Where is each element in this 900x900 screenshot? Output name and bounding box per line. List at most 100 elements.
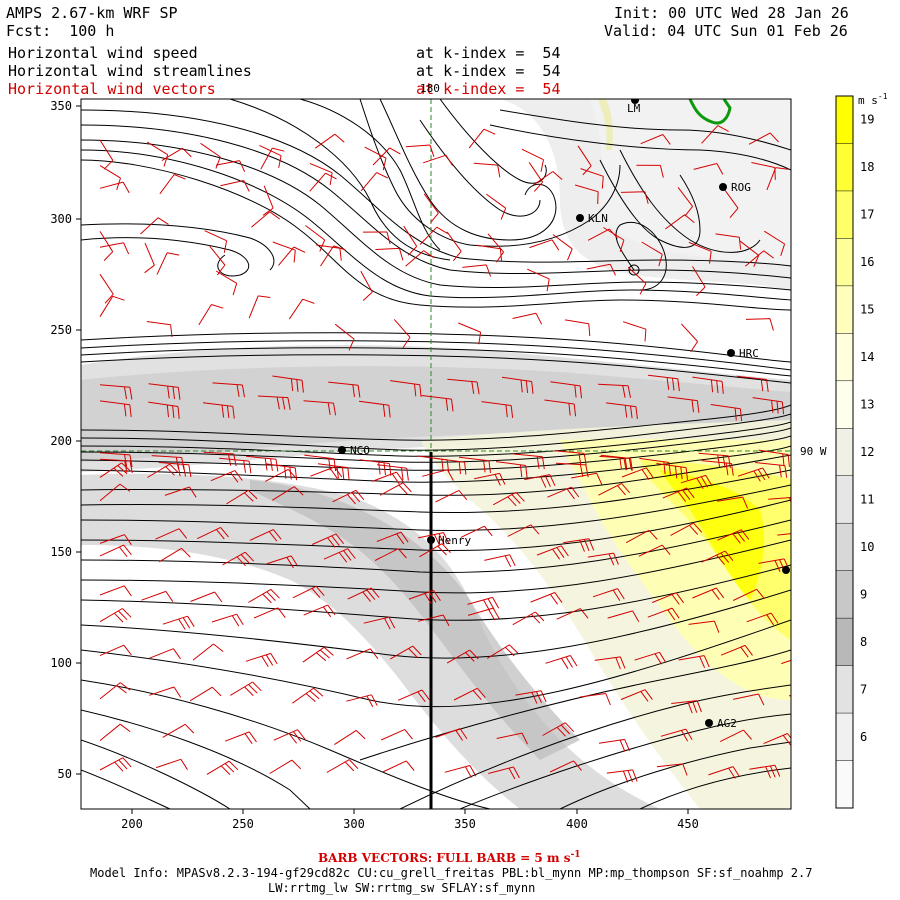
wind-barb [359, 459, 392, 476]
colorbar-unit: m s-1 [858, 92, 888, 107]
wind-barb [224, 731, 257, 744]
x-tick-label: 200 [121, 817, 143, 831]
wind-barb [155, 528, 188, 540]
forecast-hour: Fcst: 100 h [6, 22, 115, 40]
wind-barb [346, 648, 379, 660]
wind-barb [524, 474, 556, 488]
wind-barb [563, 538, 595, 552]
wind-barb [363, 616, 396, 630]
wind-barb [99, 608, 132, 623]
wind-barb [446, 231, 462, 262]
wind-barb [374, 548, 407, 561]
wind-barb [260, 147, 285, 170]
wind-barb [468, 128, 496, 149]
y-tick-label: 200 [50, 434, 72, 448]
wind-barb [600, 454, 633, 471]
station-label-nco: NCO [350, 444, 370, 457]
wind-barb [594, 656, 626, 670]
wind-barb [292, 687, 324, 704]
y-tick-label: 250 [50, 323, 72, 337]
wind-barb [458, 322, 482, 345]
wind-barb [259, 144, 282, 168]
wind-barb [390, 380, 422, 398]
wind-barb [764, 230, 786, 256]
colorbar-label: 8 [860, 635, 867, 649]
wind-barb [334, 323, 355, 351]
colorbar-label: 6 [860, 730, 867, 744]
wind-barb [257, 395, 291, 410]
wind-barb [453, 687, 486, 701]
wind-barb [99, 231, 114, 261]
wind-barb [364, 146, 387, 171]
wind-barb [435, 489, 468, 503]
wind-barb [265, 463, 298, 481]
wind-barb [732, 588, 765, 601]
wind-barb [99, 295, 125, 317]
wind-barb [746, 612, 779, 626]
wind-barb [565, 319, 591, 337]
wind-barb [586, 263, 616, 276]
wind-barb [423, 154, 454, 166]
colorbar-label: 17 [860, 208, 874, 222]
wind-barb [332, 489, 365, 505]
wind-barb [196, 526, 229, 540]
wind-barb [99, 242, 130, 255]
wind-barb [692, 266, 706, 297]
wind-barb [492, 491, 525, 507]
wind-barb [749, 764, 781, 779]
wind-barb [251, 211, 281, 228]
wind-barb [99, 757, 132, 772]
colorbar-label: 13 [860, 398, 874, 412]
wind-barb [476, 244, 503, 262]
map-field: LM ROG KLN HRC NCO Henry AG2 [81, 99, 791, 809]
wind-barb [667, 396, 700, 413]
wind-barb [719, 729, 752, 743]
y-tick-label: 300 [50, 212, 72, 226]
wind-barb [542, 722, 575, 737]
wind-barb [656, 463, 688, 480]
wind-barb [248, 588, 280, 604]
wind-barb [389, 645, 422, 660]
wind-barb [320, 245, 346, 267]
barb-note: BARB VECTORS: FULL BARB = 5 m s-1 [318, 850, 581, 865]
wind-barb [266, 555, 299, 569]
wind-barb [245, 652, 278, 668]
wind-barb [326, 759, 359, 773]
field-label-speed: Horizontal wind speed [8, 44, 198, 62]
wind-speed-shading [81, 99, 791, 809]
wind-barb [292, 585, 325, 599]
wind-barb [512, 453, 545, 470]
wind-barb [253, 607, 286, 619]
wind-barb [379, 482, 412, 496]
wind-barb [521, 148, 544, 172]
wind-barb [698, 452, 731, 469]
wind-barb [146, 321, 173, 338]
wind-barb [680, 474, 713, 489]
wind-barb [620, 191, 649, 204]
wind-barb [587, 552, 619, 566]
wind-barb [190, 591, 223, 603]
wind-barb [459, 456, 491, 474]
colorbar-label: 15 [860, 303, 874, 317]
wind-barb [408, 589, 441, 605]
wind-barb [360, 172, 388, 192]
wind-barb [487, 233, 505, 263]
colorbar-frame [835, 95, 854, 809]
wind-barb [467, 596, 500, 611]
wind-barb [512, 611, 545, 626]
wind-barb [144, 242, 155, 274]
init-time: Init: 00 UTC Wed 28 Jan 26 [614, 4, 849, 22]
colorbar: 19 18 17 16 15 14 13 12 11 10 9 8 7 6 [835, 95, 874, 809]
wind-barb [423, 193, 439, 224]
wind-barb [701, 550, 734, 565]
colorbar-swatch [836, 713, 853, 761]
wind-barb [536, 545, 569, 560]
station-label-lm: LM [627, 102, 641, 115]
wind-barb [486, 644, 519, 659]
wind-barb [501, 376, 534, 394]
wind-barb [550, 381, 582, 399]
wind-barb [715, 233, 742, 250]
wind-barb [273, 729, 306, 744]
wind-barb [554, 450, 587, 466]
wind-barb [636, 164, 664, 178]
